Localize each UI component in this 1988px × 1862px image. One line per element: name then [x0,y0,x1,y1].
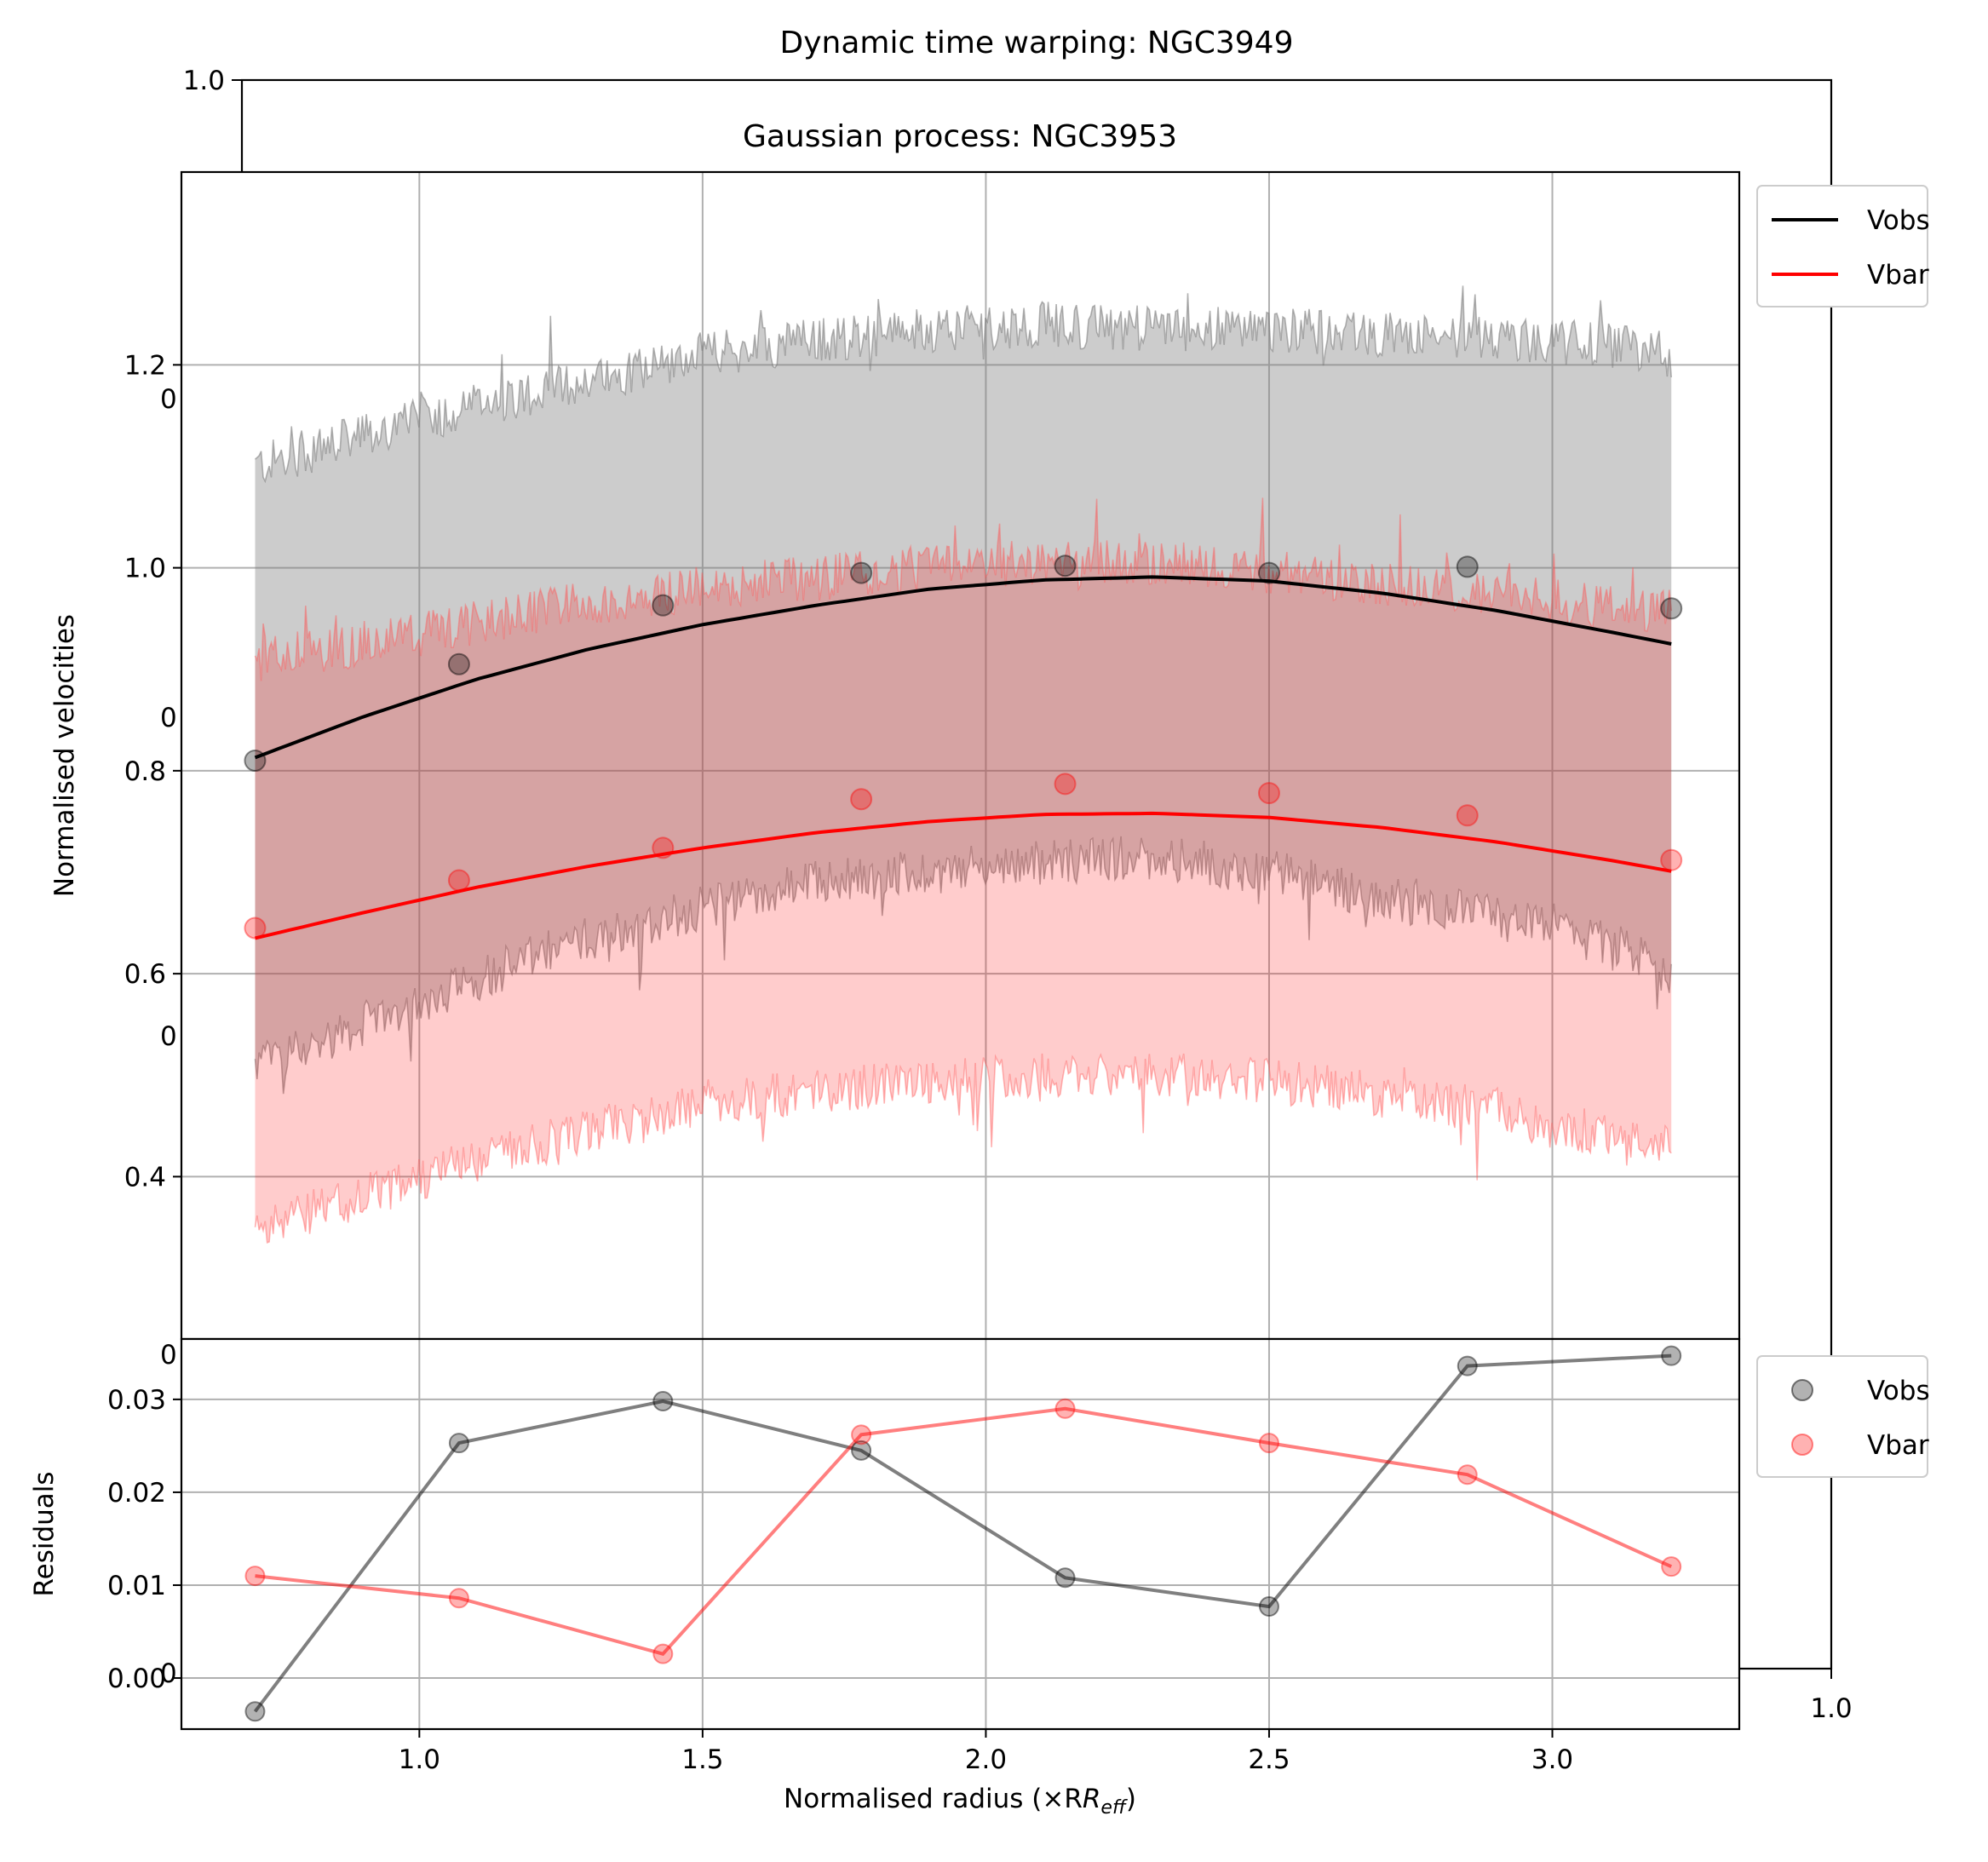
residuals-ylabel: Residuals [29,1471,60,1596]
residuals-legend: Vobs Vbar [1756,1355,1930,1478]
main-ytick-label: 0.8 [124,756,166,787]
main-curves [254,575,1672,940]
residuals-legend-vobs-marker [1791,1379,1813,1401]
residuals-yticks: 0.00 0.01 0.02 0.03 [107,1385,181,1694]
residuals-legend-vbar-label: Vbar [1867,1430,1929,1461]
residuals-point-vbar [1661,1556,1682,1578]
main-legend-vobs-label: Vobs [1867,205,1930,236]
residuals-point-vbar [448,1588,469,1609]
residuals-grid [181,1339,1739,1729]
main-point-vobs [652,594,675,617]
residuals-legend-box [1756,1355,1928,1478]
residuals-ytick-label: 0.00 [107,1664,166,1694]
main-point-vobs [244,749,267,772]
main-point-vbar [447,869,470,892]
residuals-xticks: 1.0 1.5 2.0 2.5 3.0 [399,1729,1573,1775]
main-title: Gaussian process: NGC3953 [743,119,1177,154]
back-partial-tick-2: 0 [160,703,177,733]
residuals-axes-background [181,1339,1739,1729]
residuals-ytick-label: 0.02 [107,1478,166,1509]
main-legend-box [1756,185,1928,307]
main-point-vobs [1054,555,1077,578]
residuals-point-vbar [1054,1398,1076,1419]
residuals-point-vbar [244,1566,266,1587]
back-partial-tick-1: 0 [160,384,177,415]
x-tick-label: 3.0 [1531,1744,1573,1775]
residuals-panel: 0.00 0.01 0.02 0.03 1.0 1.5 2.0 2.5 3.0 Residua… [29,1337,1930,1819]
residuals-point-vobs [1661,1345,1682,1366]
main-ylabel: Normalised velocities [49,614,80,897]
main-points [244,555,1683,940]
main-point-vobs [447,652,470,675]
main-panel: Gaussian process: NGC3953 0.4 0.6 0.8 1.0 1.… [49,119,1930,1348]
residuals-point-vobs [851,1440,872,1461]
residuals-point-vobs [1258,1596,1279,1618]
x-tick-label: 1.5 [681,1744,723,1775]
main-ytick-label: 0.6 [124,959,166,990]
main-point-vbar [1660,848,1683,871]
back-title: Dynamic time warping: NGC3949 [780,26,1294,60]
residuals-legend-vobs-label: Vobs [1867,1376,1930,1406]
residuals-axes-frame [180,1337,1741,1731]
main-legend: Vobs Vbar [1756,185,1930,307]
residuals-point-vbar [1258,1433,1279,1454]
residuals-point-vbar [652,1643,674,1664]
main-bands [254,285,1672,1244]
residuals-points [244,1345,1682,1722]
residuals-ytick-label: 0.03 [107,1385,166,1416]
residuals-line-vobs [253,1353,1672,1713]
band-upper-edge-vobs [254,285,1672,484]
main-point-vbar [652,836,675,859]
main-point-vobs [850,561,873,584]
residuals-ytick-label: 0.01 [107,1571,166,1601]
main-grid [181,172,1739,1339]
main-point-vbar [1257,782,1280,805]
main-ytick-label: 1.2 [124,350,166,381]
residuals-line-vbar [255,1406,1673,1656]
residuals-point-vobs [244,1701,266,1722]
back-partial-tick-5: 0 [160,1658,177,1689]
main-point-vbar [1054,773,1077,796]
main-point-vobs [1257,561,1280,584]
main-point-vbar [1456,804,1479,827]
x-tick-label: 2.0 [965,1744,1007,1775]
main-axes-background [181,172,1739,1339]
band-vobs [255,285,1672,1095]
fit-curve-vbar [255,811,1672,940]
band-upper-edge-vbar [254,497,1672,681]
main-point-vobs [1660,597,1683,620]
residuals-point-vbar [1457,1464,1478,1486]
x-tick-label: 2.5 [1248,1744,1290,1775]
back-partial-tick-3: 0 [160,1021,177,1052]
main-legend-vbar-label: Vbar [1867,260,1929,290]
residuals-point-vobs [1457,1355,1478,1376]
main-point-vbar [244,917,267,940]
band-lower-edge-vobs [254,836,1672,1095]
main-point-vobs [1456,555,1479,578]
back-left-tick-label: 1.0 [183,66,225,96]
back-partial-tick-4: 0 [160,1340,177,1371]
main-ytick-label: 0.4 [124,1162,166,1192]
residuals-point-vobs [448,1433,469,1454]
main-ytick-label: 1.0 [124,554,166,584]
fit-curve-vobs [254,575,1672,760]
residuals-lines [253,1353,1673,1713]
x-axis-label: Normalised radius (×RReff) [784,1784,1136,1819]
main-point-vbar [850,788,873,811]
residuals-point-vbar [851,1424,872,1445]
residuals-point-vobs [1054,1567,1076,1589]
residuals-point-vobs [652,1391,674,1412]
band-lower-edge-vbar [254,1053,1672,1244]
band-vbar [255,497,1672,1243]
x-tick-label: 1.0 [399,1744,440,1775]
residuals-legend-vbar-marker [1791,1434,1813,1456]
back-bottom-tick-label: 1.0 [1810,1693,1852,1724]
